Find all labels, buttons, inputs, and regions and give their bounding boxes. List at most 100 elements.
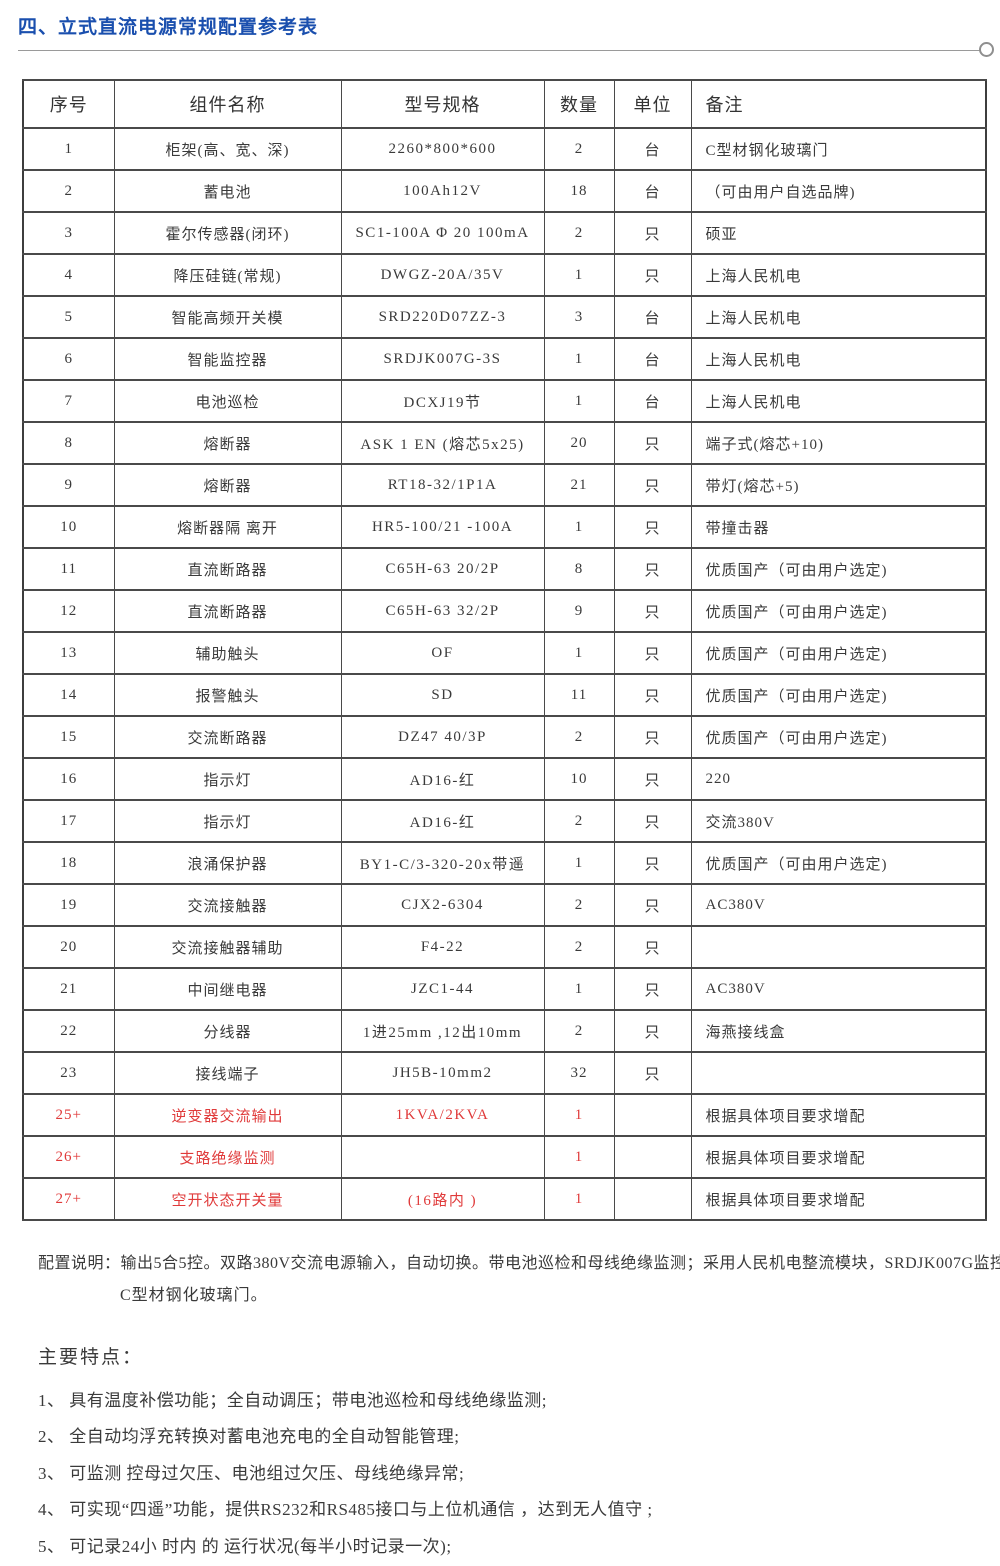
cell-serial-number: 4 [22, 253, 115, 297]
cell-remark: 根据具体项目要求增配 [690, 1135, 987, 1179]
cell-model-spec: RT18-32/1P1A [340, 463, 545, 507]
cell-component-name: 支路绝缘监测 [113, 1135, 342, 1179]
cell-unit [613, 1135, 692, 1179]
cell-remark: 端子式(熔芯+10) [690, 421, 987, 465]
header-note: 备注 [690, 79, 987, 129]
cell-model-spec: C65H-63 32/2P [340, 589, 545, 633]
table-row: 11 直流断路器 C65H-63 20/2P 8 只 优质国产（可由用户选定) [22, 547, 987, 591]
page-title: 四、立式直流电源常规配置参考表 [18, 17, 319, 38]
table-row: 16 指示灯 AD16-红 10 只 220 [22, 757, 987, 801]
table-row: 25+ 逆变器交流输出 1KVA/2KVA 1 根据具体项目要求增配 [22, 1093, 987, 1137]
table-row: 12 直流断路器 C65H-63 32/2P 9 只 优质国产（可由用户选定) [22, 589, 987, 633]
cell-unit: 台 [613, 127, 692, 171]
cell-unit: 台 [613, 337, 692, 381]
cell-serial-number: 9 [22, 463, 115, 507]
table-row: 2 蓄电池 100Ah12V 18 台 （可由用户自选品牌) [22, 169, 987, 213]
cell-unit: 只 [613, 925, 692, 969]
cell-component-name: 中间继电器 [113, 967, 342, 1011]
cell-component-name: 智能高频开关模 [113, 295, 342, 339]
cell-serial-number: 18 [22, 841, 115, 885]
cell-quantity: 1 [543, 631, 615, 675]
cell-unit: 只 [613, 505, 692, 549]
cell-unit: 只 [613, 967, 692, 1011]
cell-remark: 交流380V [690, 799, 987, 843]
cell-remark: 上海人民机电 [690, 337, 987, 381]
cell-model-spec: JH5B-10mm2 [340, 1051, 545, 1095]
cell-serial-number: 20 [22, 925, 115, 969]
cell-model-spec [340, 1135, 545, 1179]
table-row: 26+ 支路绝缘监测 1 根据具体项目要求增配 [22, 1135, 987, 1179]
cell-component-name: 逆变器交流输出 [113, 1093, 342, 1137]
cell-quantity: 21 [543, 463, 615, 507]
cell-serial-number: 6 [22, 337, 115, 381]
config-table-header: 序号 组件名称 型号规格 数量 单位 备注 [22, 79, 987, 129]
header-model: 型号规格 [340, 79, 545, 129]
cell-serial-number: 16 [22, 757, 115, 801]
cell-component-name: 报警触头 [113, 673, 342, 717]
cell-model-spec: 2260*800*600 [340, 127, 545, 171]
cell-quantity: 8 [543, 547, 615, 591]
cell-component-name: 指示灯 [113, 757, 342, 801]
cell-unit: 只 [613, 1051, 692, 1095]
cell-quantity: 2 [543, 799, 615, 843]
cell-unit: 只 [613, 757, 692, 801]
cell-model-spec: ASK 1 EN (熔芯5x25) [340, 421, 545, 465]
cell-component-name: 熔断器 [113, 463, 342, 507]
cell-serial-number: 13 [22, 631, 115, 675]
cell-model-spec: 100Ah12V [340, 169, 545, 213]
cell-serial-number: 27+ [22, 1177, 115, 1221]
feature-item: 3、 可监测 控母过欠压、电池组过欠压、母线绝缘异常; [38, 1463, 465, 1483]
cell-remark: 上海人民机电 [690, 295, 987, 339]
cell-component-name: 蓄电池 [113, 169, 342, 213]
cell-model-spec: F4-22 [340, 925, 545, 969]
cell-component-name: 直流断路器 [113, 589, 342, 633]
cell-quantity: 1 [543, 967, 615, 1011]
cell-model-spec: (16路内 ) [340, 1177, 545, 1221]
cell-component-name: 分线器 [113, 1009, 342, 1053]
cell-serial-number: 15 [22, 715, 115, 759]
table-row: 1 柜架(高、宽、深) 2260*800*600 2 台 C型材钢化玻璃门 [22, 127, 987, 171]
cell-remark: 上海人民机电 [690, 379, 987, 423]
cell-quantity: 10 [543, 757, 615, 801]
cell-remark: 优质国产（可由用户选定) [690, 673, 987, 717]
feature-item: 5、 可记录24小 时内 的 运行状况(每半小时记录一次); [38, 1536, 452, 1556]
table-row: 13 辅助触头 OF 1 只 优质国产（可由用户选定) [22, 631, 987, 675]
table-row: 23 接线端子 JH5B-10mm2 32 只 [22, 1051, 987, 1095]
cell-unit: 只 [613, 631, 692, 675]
cell-unit: 只 [613, 841, 692, 885]
cell-quantity: 1 [543, 841, 615, 885]
cell-quantity: 20 [543, 421, 615, 465]
cell-unit: 只 [613, 463, 692, 507]
cell-remark: 海燕接线盒 [690, 1009, 987, 1053]
cell-serial-number: 1 [22, 127, 115, 171]
table-row: 9 熔断器 RT18-32/1P1A 21 只 带灯(熔芯+5) [22, 463, 987, 507]
cell-serial-number: 17 [22, 799, 115, 843]
cell-serial-number: 21 [22, 967, 115, 1011]
document-header: 四、立式直流电源常规配置参考表 [0, 0, 1000, 57]
cell-remark: 优质国产（可由用户选定) [690, 589, 987, 633]
table-row: 3 霍尔传感器(闭环) SC1-100A Φ 20 100mA 2 只 硕亚 [22, 211, 987, 255]
cell-component-name: 熔断器 [113, 421, 342, 465]
cell-component-name: 浪涌保护器 [113, 841, 342, 885]
cell-quantity: 1 [543, 253, 615, 297]
cell-component-name: 直流断路器 [113, 547, 342, 591]
cell-model-spec: OF [340, 631, 545, 675]
cell-model-spec: JZC1-44 [340, 967, 545, 1011]
cell-model-spec: C65H-63 20/2P [340, 547, 545, 591]
table-row: 7 电池巡检 DCXJ19节 1 台 上海人民机电 [22, 379, 987, 423]
header-no: 序号 [22, 79, 115, 129]
cell-quantity: 1 [543, 505, 615, 549]
header-name: 组件名称 [113, 79, 342, 129]
table-row: 14 报警触头 SD 11 只 优质国产（可由用户选定) [22, 673, 987, 717]
cell-serial-number: 10 [22, 505, 115, 549]
cell-quantity: 2 [543, 715, 615, 759]
cell-unit: 只 [613, 799, 692, 843]
cell-remark [690, 925, 987, 969]
table-row: 6 智能监控器 SRDJK007G-3S 1 台 上海人民机电 [22, 337, 987, 381]
cell-remark: 根据具体项目要求增配 [690, 1093, 987, 1137]
cell-serial-number: 19 [22, 883, 115, 927]
cell-unit: 只 [613, 547, 692, 591]
cell-serial-number: 25+ [22, 1093, 115, 1137]
header-unit: 单位 [613, 79, 692, 129]
cell-quantity: 9 [543, 589, 615, 633]
